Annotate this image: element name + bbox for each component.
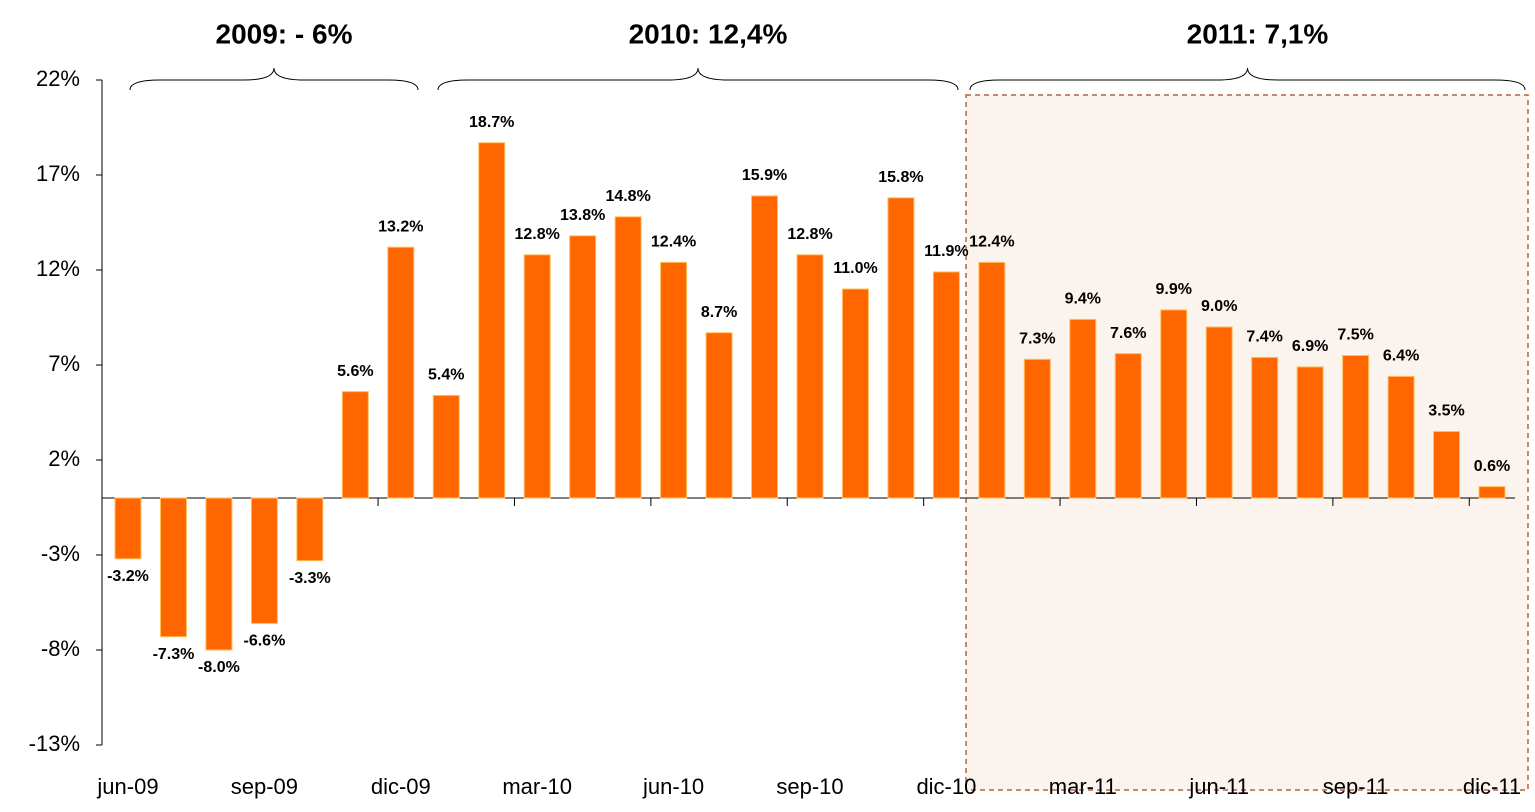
value-label: 14.8% <box>605 188 650 205</box>
value-label: -3.2% <box>107 568 149 585</box>
x-tick-label: mar-10 <box>502 774 572 799</box>
x-tick-label: jun-09 <box>96 774 158 799</box>
year-brace <box>969 67 1526 91</box>
y-tick-label: 2% <box>48 446 80 471</box>
bar <box>250 497 278 624</box>
value-label: 11.9% <box>924 243 968 260</box>
value-label: 8.7% <box>701 304 737 321</box>
value-label: 15.8% <box>878 169 923 186</box>
bar <box>1023 358 1051 499</box>
year-annotation: 2010: 12,4% <box>629 18 788 49</box>
value-label: 12.8% <box>787 226 832 243</box>
value-label: 11.0% <box>833 260 877 277</box>
bar <box>1114 353 1142 499</box>
value-label: 15.9% <box>742 167 787 184</box>
bar <box>660 261 688 499</box>
value-label: 9.0% <box>1201 298 1237 315</box>
bar <box>205 497 233 651</box>
bar <box>932 271 960 499</box>
bar <box>569 235 597 499</box>
x-tick-label: mar-11 <box>1049 774 1117 799</box>
year-annotation: 2011: 7,1% <box>1187 18 1329 49</box>
value-label: 12.4% <box>969 234 1014 251</box>
bar <box>1433 431 1461 499</box>
bar <box>1069 318 1097 499</box>
bar <box>1296 366 1324 499</box>
y-tick-label: -3% <box>41 541 80 566</box>
x-tick-label: sep-11 <box>1323 774 1389 799</box>
value-label: 9.4% <box>1065 291 1101 308</box>
bar <box>614 216 642 499</box>
y-tick-label: 7% <box>48 351 80 376</box>
bar <box>841 288 869 499</box>
bar <box>341 391 369 499</box>
bar <box>1251 356 1279 499</box>
bar <box>387 246 415 499</box>
bar <box>887 197 915 499</box>
x-tick-label: sep-10 <box>776 774 843 799</box>
value-label: 6.9% <box>1292 338 1328 355</box>
value-label: -3.3% <box>289 570 331 587</box>
bar <box>432 394 460 499</box>
x-tick-label: sep-09 <box>231 774 298 799</box>
x-tick-label: jun-11 <box>1188 774 1249 799</box>
value-label: 0.6% <box>1474 458 1510 475</box>
value-label: 13.2% <box>378 218 423 235</box>
value-label: 5.4% <box>428 367 464 384</box>
bar <box>751 195 779 499</box>
value-label: 5.6% <box>337 363 373 380</box>
bar <box>296 497 324 562</box>
y-tick-label: -8% <box>41 636 80 661</box>
value-label: 7.3% <box>1019 331 1055 348</box>
year-brace <box>129 67 419 91</box>
value-label: 12.4% <box>651 234 696 251</box>
value-label: -6.6% <box>244 633 286 650</box>
value-label: 9.9% <box>1155 281 1191 298</box>
value-label: -7.3% <box>153 646 195 663</box>
bar <box>1478 486 1506 499</box>
value-label: 18.7% <box>469 114 514 131</box>
x-tick-label: jun-10 <box>642 774 704 799</box>
bar <box>1342 355 1370 499</box>
bar <box>523 254 551 499</box>
bar <box>796 254 824 499</box>
y-tick-label: 22% <box>36 66 80 91</box>
bar <box>159 497 187 638</box>
y-tick-label: -13% <box>29 731 80 756</box>
value-label: 7.5% <box>1337 327 1373 344</box>
bar <box>1387 375 1415 499</box>
bar <box>114 497 142 560</box>
x-tick-label: dic-09 <box>371 774 431 799</box>
x-tick-label: dic-11 <box>1463 774 1521 799</box>
bar <box>1160 309 1188 499</box>
y-tick-label: 17% <box>36 161 80 186</box>
bar <box>705 332 733 499</box>
value-label: 3.5% <box>1428 403 1464 420</box>
bar <box>978 261 1006 499</box>
x-tick-label: dic-10 <box>916 774 976 799</box>
year-brace <box>437 67 959 91</box>
value-label: -8.0% <box>198 659 240 676</box>
year-annotation: 2009: - 6% <box>216 18 353 49</box>
value-label: 13.8% <box>560 207 605 224</box>
bar <box>1205 326 1233 499</box>
value-label: 7.6% <box>1110 325 1146 342</box>
value-label: 6.4% <box>1383 348 1419 365</box>
y-tick-label: 12% <box>36 256 80 281</box>
value-label: 7.4% <box>1246 329 1282 346</box>
value-label: 12.8% <box>515 226 560 243</box>
bar <box>478 142 506 499</box>
